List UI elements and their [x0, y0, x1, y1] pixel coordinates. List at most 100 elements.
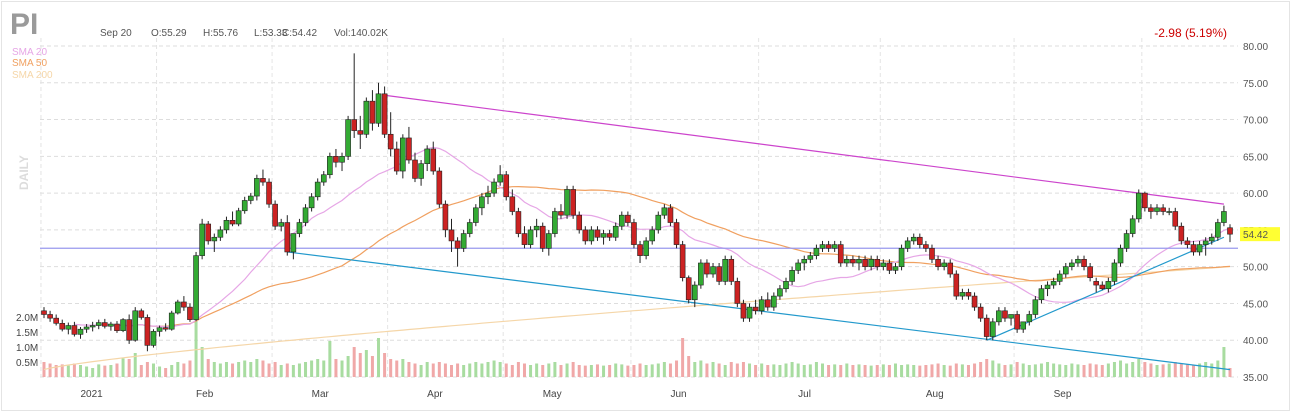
candle-body	[418, 163, 424, 179]
volume-bar	[1198, 363, 1202, 377]
candle-body	[400, 137, 406, 172]
candle-body	[412, 159, 418, 179]
volume-bar	[1094, 364, 1098, 377]
candle-body	[953, 273, 960, 297]
volume-bar	[571, 362, 575, 377]
candle-body	[1178, 225, 1185, 242]
volume-bar	[164, 368, 168, 377]
volume-bar	[802, 365, 806, 377]
volume-bar	[170, 365, 174, 377]
volume-bar	[942, 365, 946, 377]
volume-bar	[936, 363, 940, 377]
candle-body	[734, 281, 741, 304]
candle-body	[187, 306, 193, 320]
candle-body	[1215, 222, 1221, 238]
candle-body	[564, 189, 570, 216]
volume-bar	[1222, 347, 1226, 377]
volume-bar	[151, 363, 155, 377]
candle-body	[241, 200, 248, 212]
candle-body	[837, 244, 844, 264]
volume-bar	[218, 363, 222, 377]
volume-bar	[1192, 365, 1196, 377]
candle-body	[807, 255, 814, 260]
volume-bar	[504, 363, 508, 377]
candle-body	[77, 328, 84, 335]
volume-bar	[656, 363, 660, 377]
candle-body	[266, 181, 272, 205]
candle-body	[929, 247, 935, 260]
candle-body	[795, 262, 801, 271]
candle-body	[254, 178, 260, 197]
volume-bar	[814, 362, 818, 377]
candle-body	[691, 284, 698, 301]
volume-bar	[1070, 363, 1074, 377]
volume-bar	[997, 363, 1001, 377]
candle-body	[600, 233, 607, 238]
volume-bar	[741, 362, 745, 377]
candle-body	[971, 295, 978, 308]
candle-body	[813, 247, 820, 256]
candle-body	[393, 148, 400, 172]
ticker-symbol: PI	[10, 8, 39, 41]
candle-body	[108, 323, 114, 327]
candle-body	[801, 259, 808, 264]
candle-body	[89, 325, 96, 328]
candle-body	[71, 325, 78, 335]
candle-body	[679, 244, 686, 279]
candle-body	[120, 319, 126, 331]
volume-bar	[419, 365, 423, 377]
volume-bar	[705, 363, 709, 377]
candle-body	[1154, 207, 1160, 212]
volume-bar	[54, 365, 58, 377]
candle-body	[272, 203, 278, 227]
volume-bar	[231, 363, 235, 377]
volume-bar	[948, 365, 952, 377]
upper-trendline	[384, 94, 1224, 205]
volume-bar	[833, 364, 837, 377]
volume-bar	[194, 317, 198, 377]
candle-body	[102, 322, 108, 327]
header-low: L:53.33	[254, 28, 288, 39]
volume-bar	[991, 360, 995, 377]
volume-bar	[449, 365, 453, 377]
y-tick-label: 65.00	[1243, 152, 1268, 163]
volume-bar	[1076, 364, 1080, 377]
volume-bar	[133, 353, 137, 377]
volume-bar	[869, 365, 873, 377]
candle-body	[138, 310, 145, 318]
volume-bar	[912, 365, 916, 377]
volume-bar	[790, 362, 794, 377]
volume-bar	[370, 356, 374, 377]
volume-bar	[1021, 363, 1025, 377]
candle-body	[710, 266, 716, 275]
candle-body	[345, 119, 351, 157]
candle-body	[357, 130, 364, 135]
candle-body	[850, 259, 856, 264]
volume-bar	[687, 356, 691, 377]
candle-body	[515, 211, 522, 234]
volume-bar	[1210, 363, 1214, 377]
volume-bar	[711, 362, 715, 377]
volume-bar	[249, 362, 253, 377]
sma-20-label: SMA 20	[12, 47, 48, 58]
volume-bar	[595, 364, 599, 377]
sma-50-line	[104, 185, 1231, 327]
volume-bar	[127, 359, 131, 377]
candle-body	[637, 244, 643, 256]
candle-body	[278, 222, 285, 227]
candle-body	[783, 281, 789, 290]
candle-body	[1190, 244, 1197, 253]
volume-bar	[139, 365, 143, 377]
y-tick-label: 80.00	[1243, 42, 1268, 53]
volume-bar	[72, 363, 76, 377]
volume-bar	[340, 360, 344, 377]
volume-bar	[407, 362, 411, 377]
volume-bar	[681, 338, 685, 377]
candle-body	[369, 100, 376, 124]
candle-body	[1014, 314, 1020, 330]
volume-bar	[474, 362, 478, 377]
candle-body	[284, 222, 291, 253]
volume-bar	[735, 363, 739, 377]
x-tick-label: Mar	[312, 389, 330, 400]
